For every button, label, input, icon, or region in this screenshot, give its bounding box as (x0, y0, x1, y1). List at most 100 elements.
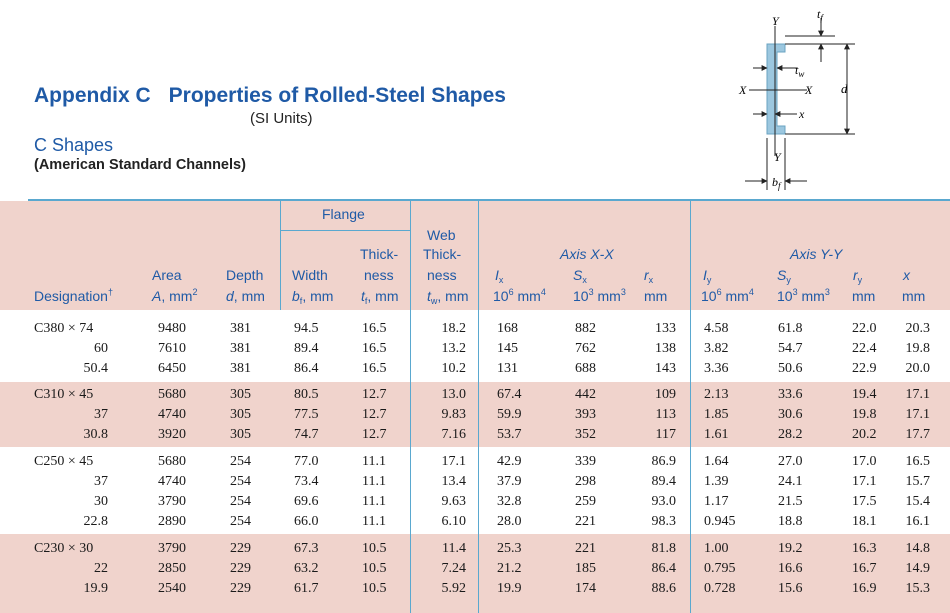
cell-sy: 16.6 (778, 561, 803, 576)
cell-iy: 4.58 (704, 321, 729, 336)
cell-sx: 352 (575, 427, 596, 442)
rx-unit-header: mm (644, 288, 668, 304)
axis-yy-header: Axis Y-Y (790, 246, 843, 262)
cell-depth: 229 (230, 581, 251, 596)
appendix-label: Appendix C (34, 84, 151, 107)
cell-ry: 22.0 (852, 321, 877, 336)
cell-xbar: 15.4 (905, 494, 931, 509)
cell-depth: 229 (230, 541, 251, 556)
cell-designation: C250 × 45 (34, 454, 94, 469)
cell-ix: 168 (497, 321, 518, 336)
cell-xbar: 14.8 (905, 541, 931, 556)
cell-flange-width: 67.3 (294, 541, 319, 556)
cell-rx: 86.4 (651, 561, 677, 576)
cell-xbar: 17.1 (905, 387, 931, 402)
cell-sy: 21.5 (778, 494, 803, 509)
cell-web-thickness: 13.0 (441, 387, 467, 402)
cell-flange-width: 73.4 (294, 474, 319, 489)
cell-depth: 254 (230, 494, 251, 509)
cell-xbar: 14.9 (905, 561, 931, 576)
cell-rx: 81.8 (651, 541, 677, 556)
cell-area: 2890 (158, 514, 186, 529)
cell-flange-thickness: 11.1 (362, 514, 386, 529)
group-band (0, 534, 950, 613)
cell-area: 4740 (158, 474, 186, 489)
width-unit-header: bf, mm (292, 288, 334, 306)
cell-flange-width: 61.7 (294, 581, 319, 596)
cell-designation: C230 × 30 (34, 541, 94, 556)
cell-area: 3790 (158, 494, 186, 509)
cell-ix: 67.4 (497, 387, 522, 402)
cell-area: 2540 (158, 581, 186, 596)
cell-ry: 18.1 (852, 514, 877, 529)
cell-ry: 22.4 (852, 341, 877, 356)
cell-iy: 0.728 (704, 581, 736, 596)
cell-ix: 59.9 (497, 407, 522, 422)
cell-area: 2850 (158, 561, 186, 576)
sx-header: Sx (573, 267, 587, 285)
cell-designation: 37 (94, 474, 108, 489)
cell-sx: 393 (575, 407, 596, 422)
cell-ix: 37.9 (497, 474, 522, 489)
cell-sx: 259 (575, 494, 596, 509)
cell-flange-thickness: 12.7 (362, 427, 387, 442)
cell-ix: 19.9 (497, 581, 522, 596)
bf-label: bf (772, 175, 782, 191)
ix-unit-header: 106 mm4 (493, 287, 546, 305)
iy-unit-header: 106 mm4 (701, 287, 754, 305)
depth-unit-header: d, mm (226, 288, 265, 304)
channel-section-diagram: Y Y X X tf tw x d bf (738, 7, 855, 191)
column-divider (410, 201, 411, 613)
cell-sy: 28.2 (778, 427, 803, 442)
cell-sx: 221 (575, 514, 596, 529)
cell-iy: 1.17 (704, 494, 729, 509)
cell-ry: 20.2 (852, 427, 877, 442)
cell-flange-thickness: 12.7 (362, 407, 387, 422)
cell-flange-thickness: 16.5 (362, 321, 387, 336)
cell-iy: 1.61 (704, 427, 729, 442)
y-bottom-label: Y (774, 150, 782, 164)
ix-header: Ix (495, 267, 504, 285)
cell-xbar: 15.3 (905, 581, 931, 596)
cell-rx: 117 (655, 427, 676, 442)
cell-iy: 1.00 (704, 541, 729, 556)
table-top-rule (28, 199, 950, 201)
cell-designation: 37 (94, 407, 108, 422)
cell-rx: 109 (655, 387, 676, 402)
column-divider (478, 201, 479, 613)
cell-sx: 298 (575, 474, 596, 489)
cell-sx: 221 (575, 541, 596, 556)
cell-designation: 50.4 (83, 361, 109, 376)
cell-xbar: 15.7 (905, 474, 931, 489)
cell-rx: 86.9 (651, 454, 677, 469)
cell-designation: C310 × 45 (34, 387, 94, 402)
cell-ry: 19.4 (852, 387, 877, 402)
cell-sy: 61.8 (778, 321, 803, 336)
cell-flange-thickness: 10.5 (362, 541, 387, 556)
cell-ix: 131 (497, 361, 518, 376)
cell-ry: 22.9 (852, 361, 877, 376)
tf-label: tf (817, 7, 824, 23)
cell-flange-thickness: 16.5 (362, 341, 387, 356)
cell-designation: 30 (94, 494, 108, 509)
cell-area: 5680 (158, 387, 186, 402)
xbar-header: x (903, 267, 910, 283)
cell-web-thickness: 6.10 (441, 514, 467, 529)
cell-sy: 50.6 (778, 361, 803, 376)
cell-flange-thickness: 16.5 (362, 361, 387, 376)
cell-area: 9480 (158, 321, 186, 336)
flange-rule (280, 230, 410, 231)
cell-web-thickness: 11.4 (442, 541, 466, 556)
cell-iy: 3.36 (704, 361, 729, 376)
web-header: ness (427, 267, 457, 283)
cell-flange-thickness: 11.1 (362, 494, 386, 509)
cell-xbar: 16.1 (905, 514, 931, 529)
cell-area: 6450 (158, 361, 186, 376)
cell-sy: 54.7 (778, 341, 803, 356)
web-header: Thick- (423, 246, 462, 262)
cell-rx: 98.3 (651, 514, 677, 529)
d-label: d (841, 81, 848, 96)
cell-flange-width: 69.6 (294, 494, 319, 509)
cell-flange-width: 66.0 (294, 514, 319, 529)
sy-header: Sy (777, 267, 791, 285)
